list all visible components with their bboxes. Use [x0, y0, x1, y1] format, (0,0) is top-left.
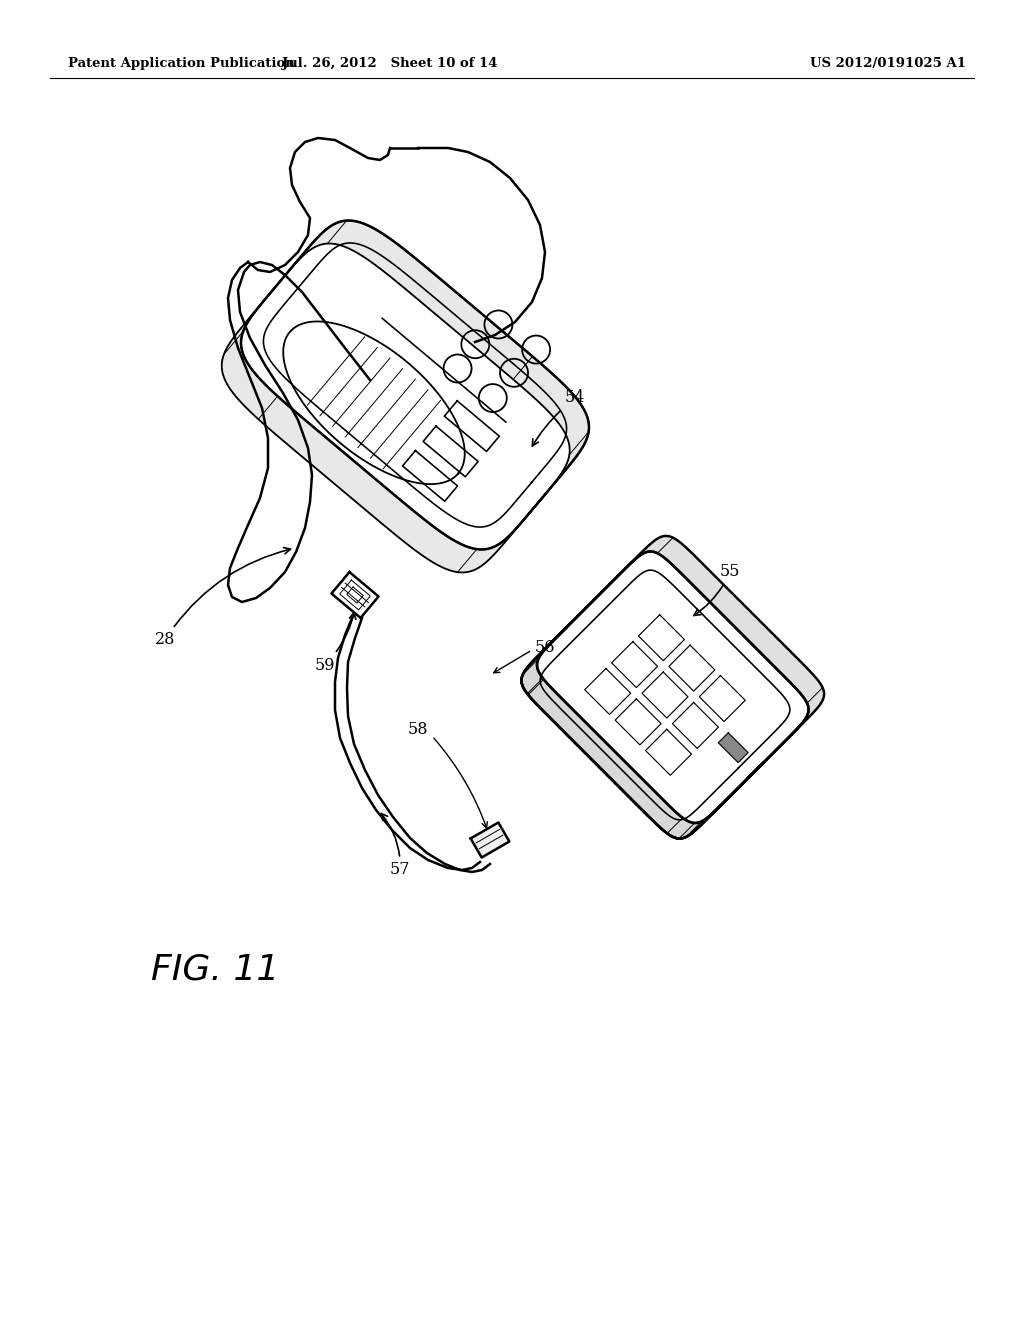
Text: 59: 59: [314, 612, 355, 673]
Text: 55: 55: [694, 564, 740, 615]
Polygon shape: [521, 536, 824, 838]
Text: Patent Application Publication: Patent Application Publication: [68, 57, 295, 70]
Polygon shape: [719, 733, 749, 763]
Text: FIG. 11: FIG. 11: [151, 953, 280, 987]
Text: Jul. 26, 2012   Sheet 10 of 14: Jul. 26, 2012 Sheet 10 of 14: [283, 57, 498, 70]
Text: 54: 54: [532, 389, 586, 446]
Text: 56: 56: [535, 639, 555, 656]
Text: 58: 58: [408, 722, 428, 738]
Polygon shape: [521, 627, 764, 838]
Text: 28: 28: [155, 548, 291, 648]
Polygon shape: [521, 552, 809, 838]
Polygon shape: [471, 822, 509, 858]
Text: 57: 57: [381, 813, 411, 879]
Text: US 2012/0191025 A1: US 2012/0191025 A1: [810, 57, 966, 70]
Polygon shape: [222, 220, 589, 573]
